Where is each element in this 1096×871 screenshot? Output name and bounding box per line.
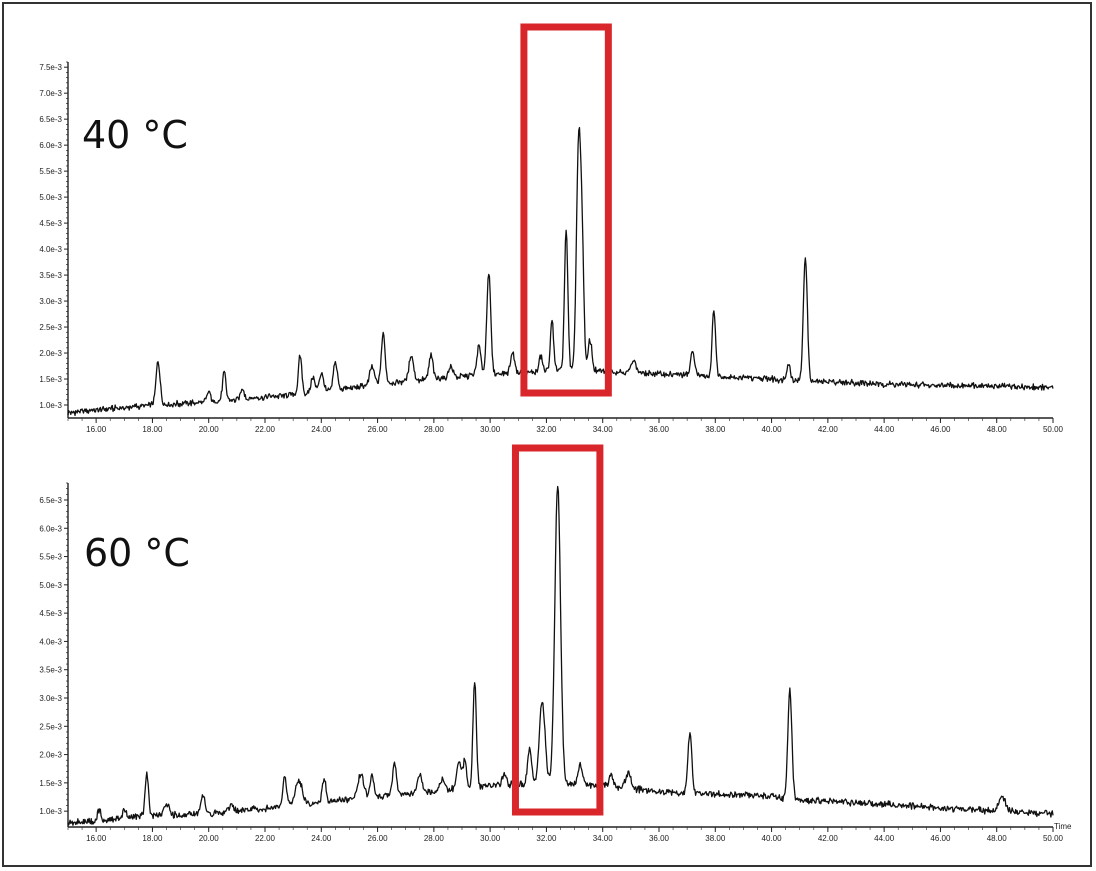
y-tick-label: 5.0e-3 [39,193,62,202]
y-tick-label: 2.5e-3 [39,323,62,332]
x-tick-label: 46.00 [930,425,951,434]
x-tick-label: 28.00 [424,425,445,434]
x-tick-label: 24.00 [311,425,332,434]
y-tick-label: 5.5e-3 [39,553,62,562]
y-tick-label: 7.0e-3 [39,89,62,98]
y-tick-label: 4.0e-3 [39,245,62,254]
y-tick-label: 6.5e-3 [39,115,62,124]
temperature-label: 60 °C [84,531,190,575]
x-tick-label: 28.00 [424,834,445,843]
y-tick-label: 3.5e-3 [39,666,62,675]
x-tick-label: 32.00 [536,834,557,843]
x-tick-label: 38.00 [705,425,726,434]
x-tick-label: 36.00 [649,834,670,843]
y-tick-label: 1.5e-3 [39,375,62,384]
y-tick-label: 2.0e-3 [39,349,62,358]
y-tick-label: 1.0e-3 [39,401,62,410]
x-tick-label: 50.00 [1043,425,1064,434]
y-tick-label: 3.0e-3 [39,297,62,306]
y-tick-label: 4.5e-3 [39,609,62,618]
x-tick-label: 16.00 [86,834,107,843]
y-tick-label: 1.5e-3 [39,779,62,788]
chromatogram-trace [67,485,1054,826]
x-tick-label: 40.00 [762,834,783,843]
temperature-label: 40 °C [82,113,188,157]
y-tick-label: 3.0e-3 [39,694,62,703]
y-tick-label: 6.0e-3 [39,524,62,533]
x-tick-label: 26.00 [368,425,389,434]
highlight-box [520,23,612,397]
x-tick-label: 44.00 [874,425,895,434]
x-tick-label: 22.00 [255,834,276,843]
x-tick-label: 48.00 [987,425,1008,434]
x-tick-label: 32.00 [536,425,557,434]
x-tick-label: 34.00 [593,425,614,434]
x-tick-label: 46.00 [930,834,951,843]
x-tick-label: 24.00 [311,834,332,843]
x-tick-label: 44.00 [874,834,895,843]
y-tick-label: 1.0e-3 [39,807,62,816]
x-tick-label: 34.00 [593,834,614,843]
chromatogram-panel-2: 1.0e-3 1.5e-3 2.0e-3 2.5e-3 3.0e-3 3.5e-3 4.0e… [39,444,1072,843]
x-tick-label: 18.00 [142,834,163,843]
y-tick-label: 6.0e-3 [39,141,62,150]
x-tick-label: 38.00 [705,834,726,843]
x-tick-label: 20.00 [199,425,220,434]
y-tick-label: 4.5e-3 [39,219,62,228]
x-tick-label: 22.00 [255,425,276,434]
x-tick-label: 40.00 [762,425,783,434]
y-tick-label: 4.0e-3 [39,637,62,646]
x-axis-name: Time [1054,822,1072,831]
chromatogram-trace [67,126,1054,417]
x-tick-label: 42.00 [818,834,839,843]
y-tick-label: 5.5e-3 [39,167,62,176]
x-tick-label: 42.00 [818,425,839,434]
y-tick-label: 2.0e-3 [39,751,62,760]
x-tick-label: 26.00 [368,834,389,843]
highlight-box [511,444,604,816]
chromatogram-panel-1: 1.0e-3 1.5e-3 2.0e-3 2.5e-3 3.0e-3 3.5e-3 4.0e… [39,23,1064,434]
x-tick-label: 36.00 [649,425,670,434]
x-tick-label: 30.00 [480,425,501,434]
x-tick-label: 16.00 [86,425,107,434]
y-tick-label: 6.5e-3 [39,496,62,505]
x-tick-label: 20.00 [199,834,220,843]
y-tick-label: 5.0e-3 [39,581,62,590]
x-tick-label: 48.00 [987,834,1008,843]
x-tick-label: 50.00 [1043,834,1064,843]
x-tick-label: 30.00 [480,834,501,843]
y-tick-label: 3.5e-3 [39,271,62,280]
y-tick-label: 2.5e-3 [39,722,62,731]
y-tick-label: 7.5e-3 [39,63,62,72]
x-tick-label: 18.00 [142,425,163,434]
